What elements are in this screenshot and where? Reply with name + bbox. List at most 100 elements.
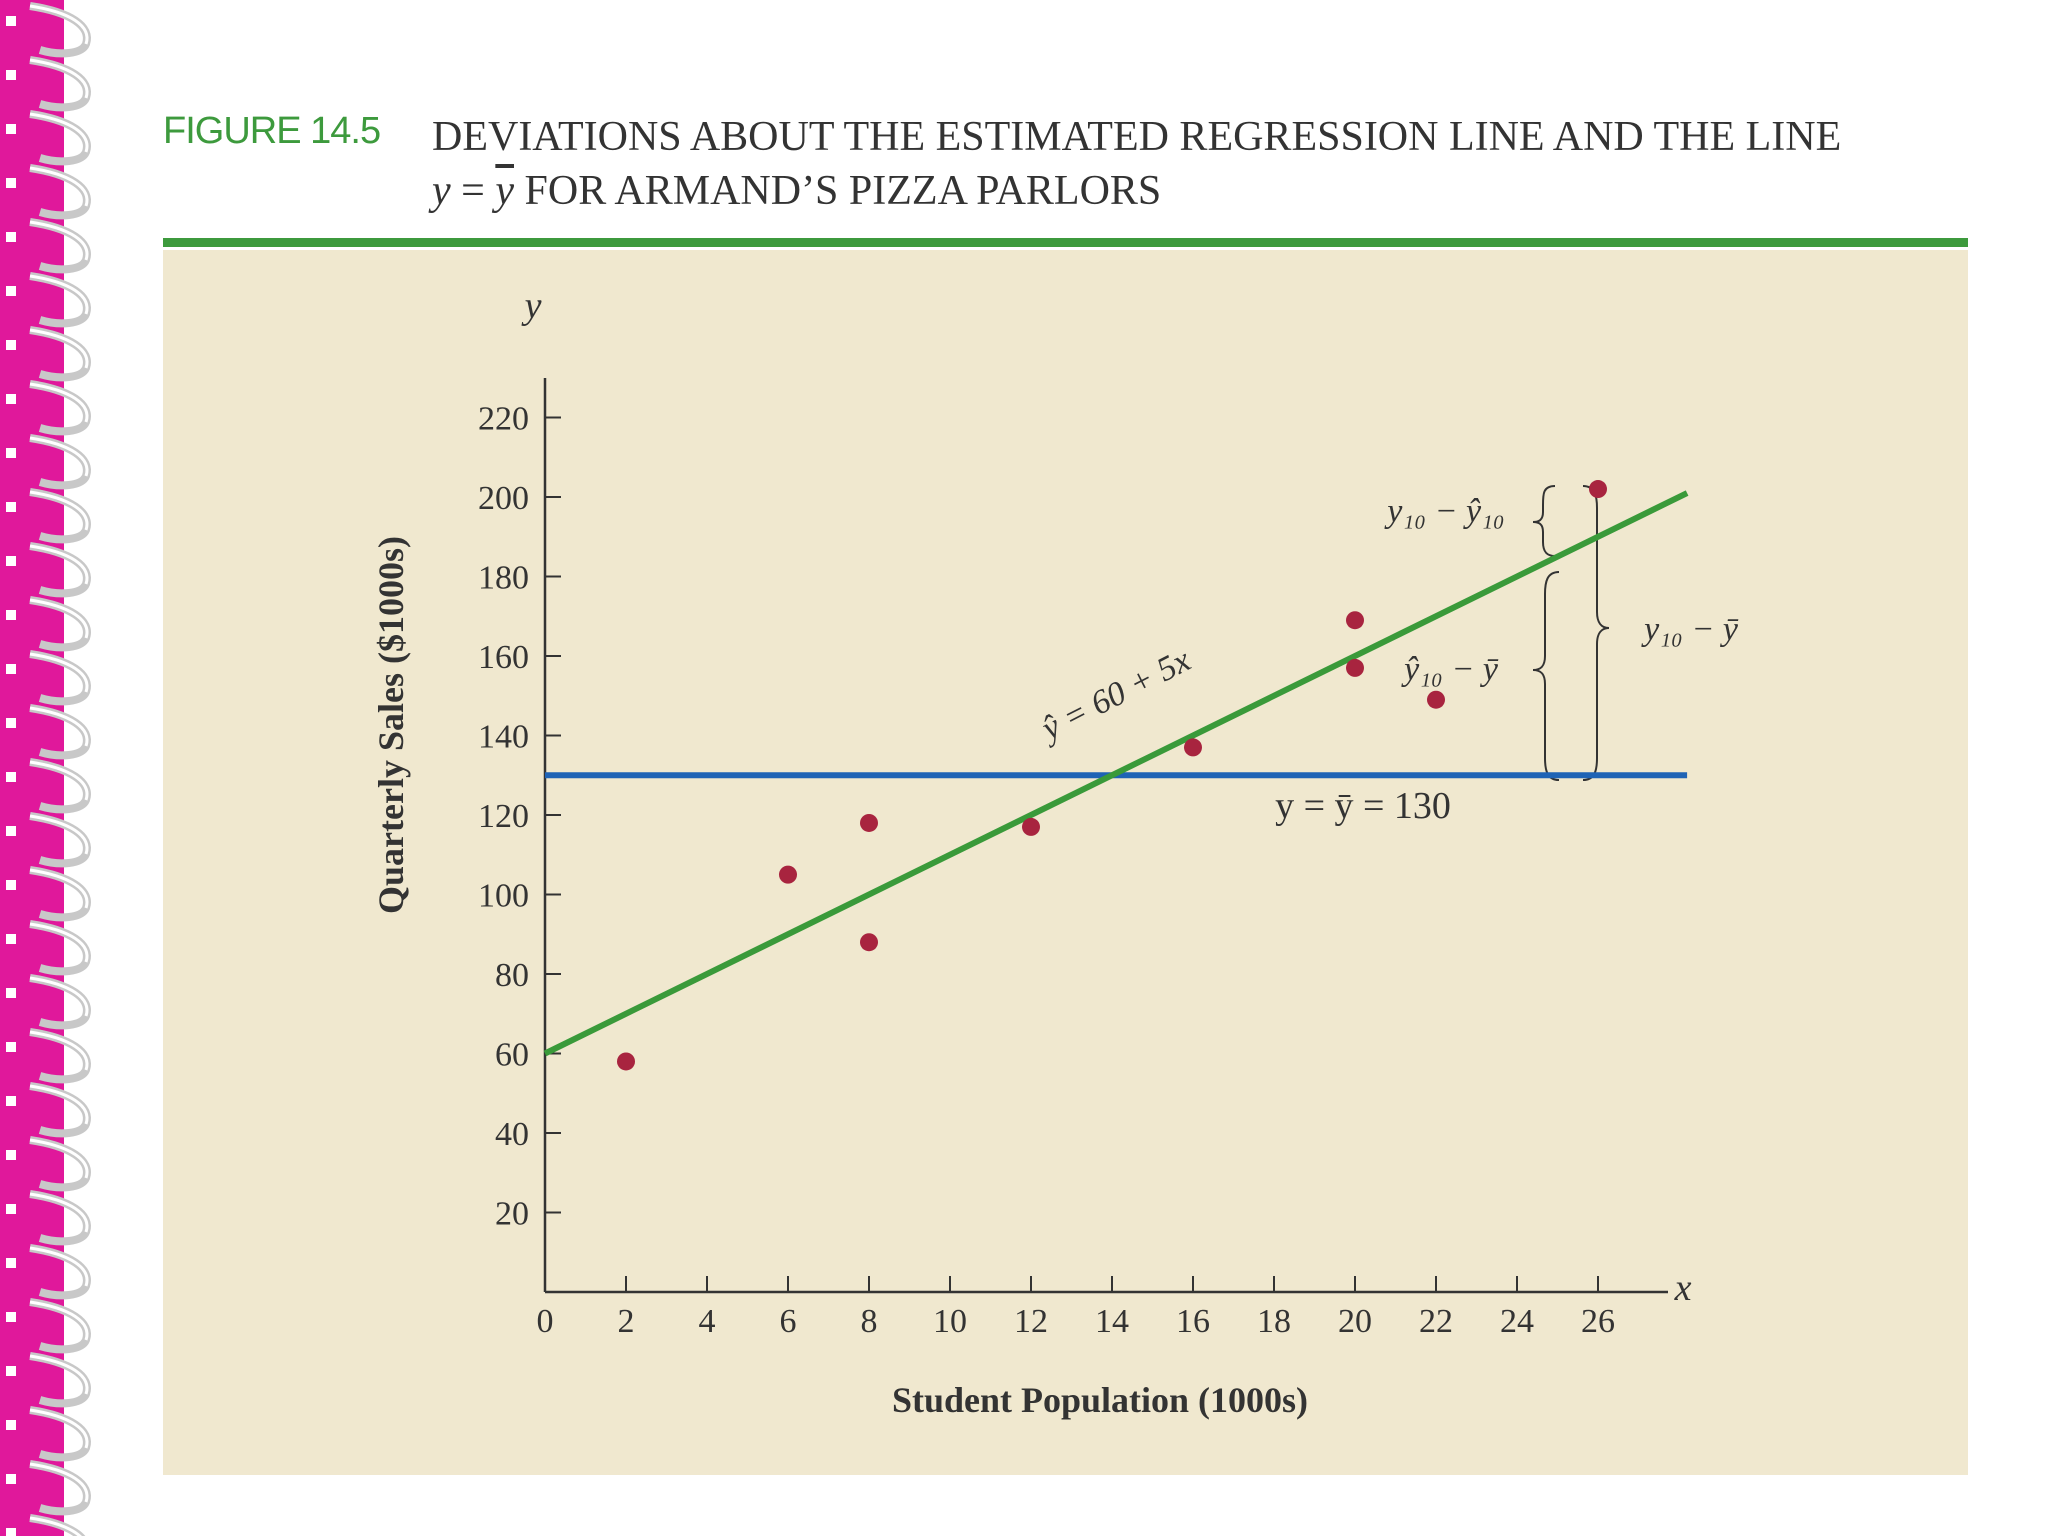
binding-hole [6,340,16,350]
binding-hole [6,610,16,620]
title-y-symbol: y [432,168,451,214]
x-tick-label: 0 [537,1303,554,1340]
data-point [860,933,878,952]
binding-hole [6,286,16,296]
y-tick-label: 60 [495,1037,529,1074]
y-tick-label: 200 [478,480,529,517]
binding-hole [6,1150,16,1160]
binding-coil-highlight [29,1192,89,1233]
x-tick-label: 22 [1419,1303,1453,1340]
binding-coil-highlight [29,1300,89,1341]
binding-coil-highlight [29,328,89,369]
binding-coil-highlight [29,1138,89,1179]
binding-hole [6,178,16,188]
binding-coil-highlight [29,598,89,639]
binding-hole [6,1366,16,1376]
data-point [617,1052,635,1071]
total-deviation-label: y₁₀ − ȳ [1641,611,1739,648]
y-axis-letter: y [521,285,542,327]
binding-hole [6,1258,16,1268]
data-point [779,865,797,884]
binding-coil-highlight [29,1516,82,1536]
figure-title: DEVIATIONS ABOUT THE ESTIMATED REGRESSIO… [432,110,1841,218]
binding-hole [6,880,16,890]
binding-coil-highlight [29,1030,89,1071]
binding-coil-highlight [29,382,89,423]
binding-coil-highlight [29,4,89,45]
x-tick-label: 8 [861,1303,878,1340]
x-tick-label: 12 [1014,1303,1048,1340]
binding-hole [6,1042,16,1052]
data-point [860,813,878,832]
binding-coil-highlight [29,1408,89,1449]
y-tick-label: 140 [478,719,529,756]
x-tick-label: 10 [933,1303,967,1340]
mean-line-label: y = ȳ = 130 [1275,785,1451,827]
x-tick-label: 16 [1176,1303,1210,1340]
x-tick-label: 14 [1095,1303,1129,1340]
y-tick-label: 20 [495,1196,529,1233]
binding-hole [6,772,16,782]
title-ybar-symbol: y [495,168,514,214]
binding-hole [6,1312,16,1322]
regression-line [543,490,1689,1057]
figure-label: FIGURE 14.5 [163,110,381,152]
binding-coil-highlight [29,706,89,747]
x-tick-label: 2 [618,1303,635,1340]
binding-hole [6,1474,16,1484]
y-tick-label: 120 [478,798,529,835]
binding-hole [6,16,16,26]
regression-line-label: ŷ = 60 + 5x [1033,642,1196,749]
regression-deviation-brace [1532,571,1560,781]
binding-coil-highlight [29,544,89,585]
binding-coil-highlight [29,1084,89,1125]
y-tick-label: 40 [495,1116,529,1153]
binding-coil-highlight [29,436,89,477]
data-point [1022,817,1040,836]
binding-hole [6,70,16,80]
binding-hole [6,664,16,674]
binding-hole [6,718,16,728]
x-tick-label: 4 [699,1303,716,1340]
data-point [1346,658,1364,677]
binding-hole [6,1204,16,1214]
residual-brace [1532,485,1556,557]
x-tick-label: 18 [1257,1303,1291,1340]
figure-title-line2: y = y FOR ARMAND’S PIZZA PARLORS [432,164,1841,218]
x-tick-label: 20 [1338,1303,1372,1340]
binding-hole [6,232,16,242]
binding-hole [6,988,16,998]
figure-title-line1: DEVIATIONS ABOUT THE ESTIMATED REGRESSIO… [432,114,1842,160]
binding-coil-highlight [29,922,89,963]
binding-coil-highlight [29,1354,89,1395]
binding-coil-highlight [29,760,89,801]
y-tick-label: 80 [495,957,529,994]
y-tick-label: 160 [478,639,529,676]
scatter-chart: Quarterly Sales ($1000s) Student Populat… [371,285,1739,1420]
total-deviation-brace [1582,485,1610,781]
binding-hole [6,124,16,134]
binding-coil-highlight [29,976,89,1017]
data-point [1184,738,1202,757]
y-tick-label: 100 [478,878,529,915]
binding-coil-highlight [29,652,89,693]
binding-hole [6,556,16,566]
binding-coil-highlight [29,112,89,153]
x-tick-label: 6 [780,1303,797,1340]
binding-coil-highlight [29,814,89,855]
x-tick-label: 24 [1500,1303,1534,1340]
binding-coil-highlight [29,274,89,315]
binding-hole [6,502,16,512]
binding-coil-highlight [29,868,89,909]
binding-hole [6,826,16,836]
data-point [1427,690,1445,709]
binding-coil-highlight [29,220,89,261]
binding-hole [6,1096,16,1106]
regression-deviation-label: ŷ₁₀ − ȳ [1401,651,1499,688]
data-point [1346,611,1364,630]
binding-coil-highlight [29,490,89,531]
binding-coil-highlight [29,1246,89,1287]
x-axis-title: Student Population (1000s) [892,1380,1308,1420]
binding-coil-highlight [29,1462,89,1503]
binding-hole [6,394,16,404]
